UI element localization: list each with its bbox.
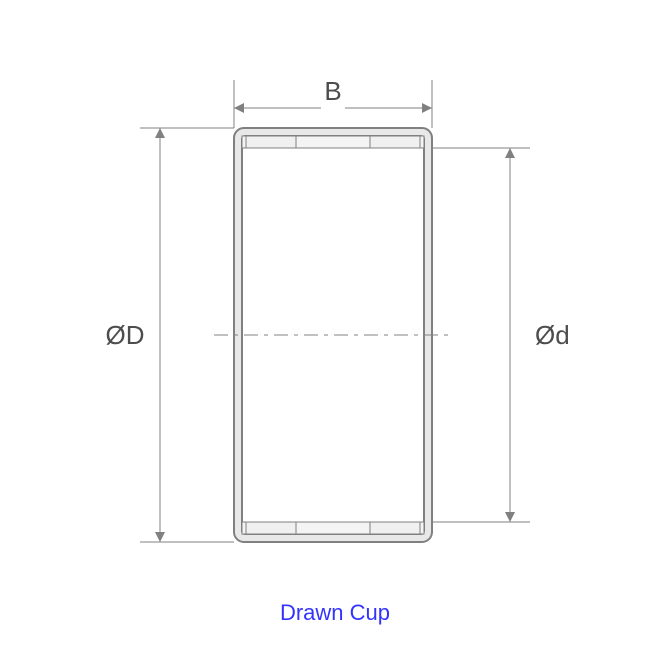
bearing-diagram: B ØD Ød: [0, 0, 670, 670]
caption-text: Drawn Cup: [280, 600, 390, 625]
caption: Drawn Cup: [0, 600, 670, 626]
svg-text:ØD: ØD: [106, 320, 145, 350]
svg-text:B: B: [324, 76, 341, 106]
svg-text:Ød: Ød: [535, 320, 570, 350]
